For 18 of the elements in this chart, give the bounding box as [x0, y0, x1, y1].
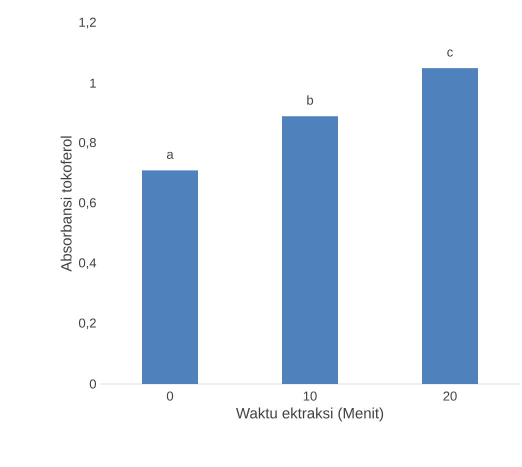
bar [142, 170, 198, 384]
bar [282, 116, 338, 384]
y-axis-title: Absorbansi tokoferol [60, 136, 72, 272]
y-tick-label: 0 [90, 379, 96, 389]
x-tick-label: 0 [166, 392, 174, 401]
x-tick-label: 10 [304, 392, 317, 401]
y-tick-label: 0,2 [78, 318, 96, 330]
y-tick-label: 1 [90, 78, 96, 88]
bar [422, 68, 478, 384]
x-axis-title: Waktu ektraksi (Menit) [236, 408, 384, 422]
data-label: c [447, 50, 453, 57]
y-tick-label: 0,4 [78, 258, 96, 270]
y-tick-label: 1,2 [79, 18, 96, 28]
y-tick-label: 0,6 [78, 198, 96, 209]
data-label: a [166, 152, 174, 159]
data-label: b [307, 95, 314, 105]
y-tick-label: 0,8 [78, 138, 96, 149]
x-tick-label: 20 [443, 392, 457, 401]
